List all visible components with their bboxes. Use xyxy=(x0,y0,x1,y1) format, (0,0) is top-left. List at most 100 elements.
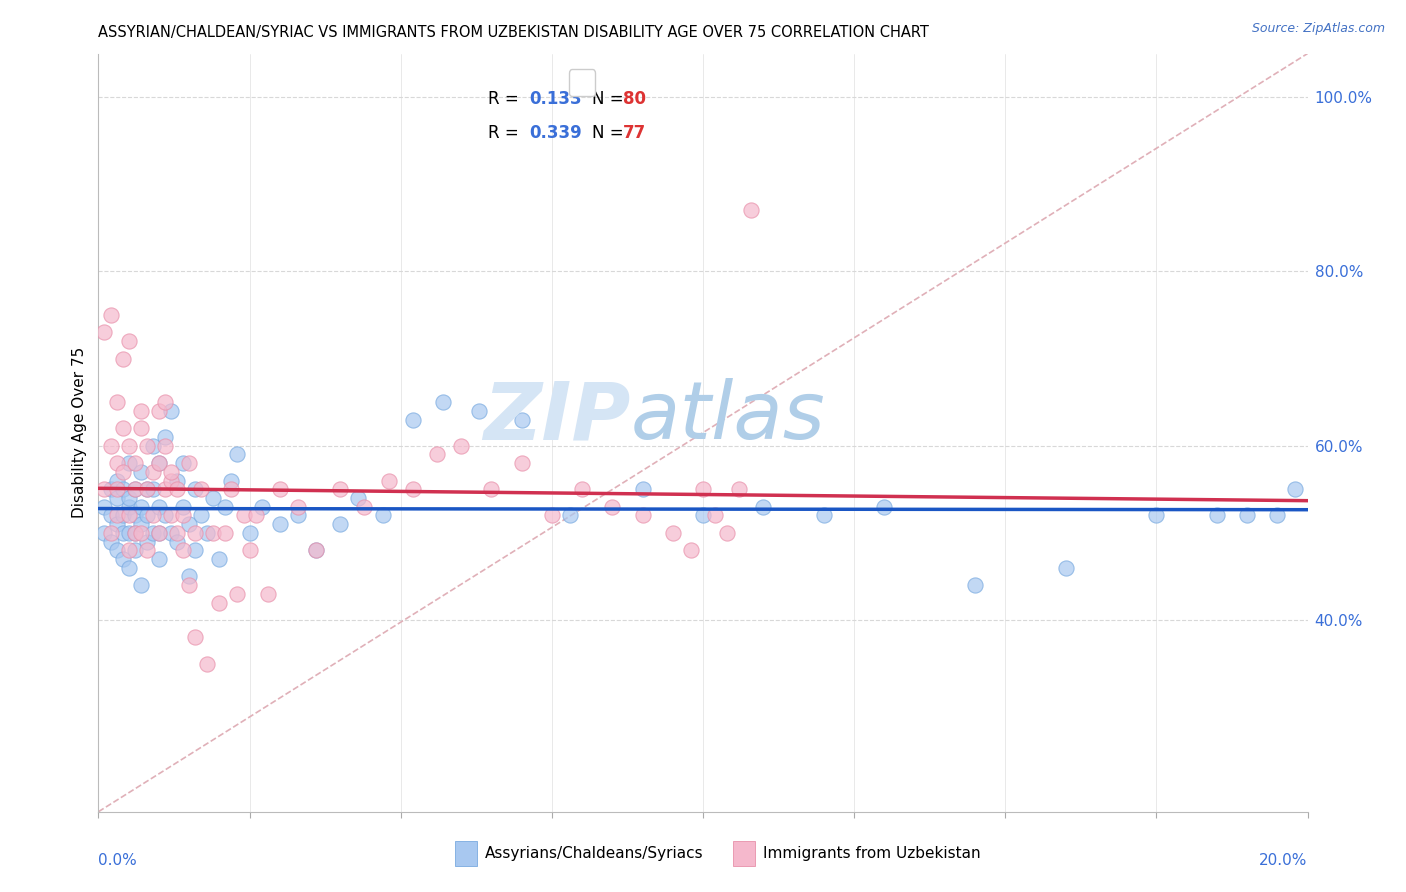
Point xyxy=(1267,508,1289,523)
Point xyxy=(226,587,249,601)
Text: 0.0%: 0.0% xyxy=(98,854,138,869)
Point xyxy=(179,456,201,470)
Point xyxy=(148,456,170,470)
Point xyxy=(571,483,593,497)
Text: atlas: atlas xyxy=(630,378,825,457)
Point xyxy=(111,483,134,497)
Point xyxy=(105,508,128,523)
Point xyxy=(190,508,212,523)
Point xyxy=(239,525,262,540)
Point xyxy=(135,483,157,497)
Point xyxy=(135,439,157,453)
Text: 80: 80 xyxy=(623,90,647,108)
Text: N =: N = xyxy=(592,124,628,142)
Point xyxy=(160,525,183,540)
Point xyxy=(93,500,115,514)
Point xyxy=(347,491,370,505)
Point xyxy=(540,508,562,523)
Point xyxy=(153,395,176,409)
Point xyxy=(172,500,194,514)
Point xyxy=(184,631,207,645)
Point xyxy=(468,404,491,418)
Point xyxy=(93,483,115,497)
Point xyxy=(160,474,183,488)
Text: 20.0%: 20.0% xyxy=(1260,854,1308,869)
Point xyxy=(481,483,503,497)
Point xyxy=(100,534,122,549)
Point xyxy=(208,552,231,566)
Point xyxy=(202,491,225,505)
Point xyxy=(105,517,128,532)
Point xyxy=(105,395,128,409)
Point xyxy=(105,456,128,470)
Point xyxy=(111,508,134,523)
Point xyxy=(118,334,141,348)
Point xyxy=(450,439,472,453)
Bar xyxy=(734,841,755,865)
Point xyxy=(118,508,141,523)
Point xyxy=(129,517,152,532)
Point xyxy=(221,474,243,488)
Point xyxy=(153,483,176,497)
Point xyxy=(93,326,115,340)
Point xyxy=(153,430,176,444)
Point xyxy=(129,578,152,592)
Point xyxy=(221,483,243,497)
Point xyxy=(202,525,225,540)
Point xyxy=(111,421,134,435)
Point xyxy=(118,491,141,505)
Point xyxy=(93,525,115,540)
Point xyxy=(148,404,170,418)
Point xyxy=(226,447,249,461)
Point xyxy=(813,508,835,523)
Point xyxy=(160,508,183,523)
Point xyxy=(100,308,122,322)
Point xyxy=(142,483,165,497)
Point xyxy=(124,543,146,558)
Text: 0.339: 0.339 xyxy=(529,124,582,142)
Y-axis label: Disability Age Over 75: Disability Age Over 75 xyxy=(72,347,87,518)
Point xyxy=(1284,483,1306,497)
Point xyxy=(1144,508,1167,523)
Point xyxy=(371,508,394,523)
Point xyxy=(118,560,141,574)
Point xyxy=(172,543,194,558)
Point xyxy=(661,525,683,540)
Point xyxy=(153,439,176,453)
Point xyxy=(269,517,291,532)
Point xyxy=(510,456,533,470)
Point xyxy=(111,351,134,366)
Point xyxy=(124,483,146,497)
Point xyxy=(179,578,201,592)
Point xyxy=(329,483,352,497)
Point xyxy=(148,552,170,566)
Point xyxy=(148,456,170,470)
Point xyxy=(148,525,170,540)
Point xyxy=(179,569,201,583)
Point xyxy=(208,596,231,610)
Point xyxy=(190,483,212,497)
Point xyxy=(129,421,152,435)
Point xyxy=(129,500,152,514)
Point xyxy=(124,508,146,523)
Point xyxy=(631,508,654,523)
Point xyxy=(100,508,122,523)
Point xyxy=(287,508,309,523)
Point xyxy=(305,543,328,558)
Point xyxy=(602,500,624,514)
Point xyxy=(377,474,399,488)
Bar xyxy=(456,841,477,865)
Text: Source: ZipAtlas.com: Source: ZipAtlas.com xyxy=(1251,22,1385,36)
Text: N =: N = xyxy=(592,90,628,108)
Point xyxy=(124,525,146,540)
Point xyxy=(704,508,727,523)
Point xyxy=(142,439,165,453)
Point xyxy=(305,543,328,558)
Point xyxy=(214,525,236,540)
Point xyxy=(105,543,128,558)
Point xyxy=(172,508,194,523)
Point xyxy=(256,587,278,601)
Point xyxy=(166,525,188,540)
Point xyxy=(160,404,183,418)
Point xyxy=(111,552,134,566)
